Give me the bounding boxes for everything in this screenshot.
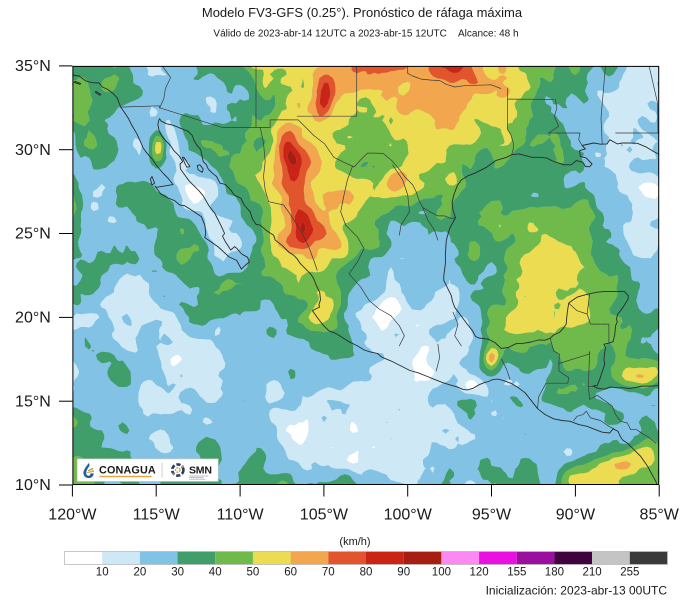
svg-text:155: 155 [507,567,526,579]
svg-text:80: 80 [360,567,373,579]
svg-text:255: 255 [620,567,639,579]
svg-text:40: 40 [209,567,222,579]
svg-text:210: 210 [583,567,602,579]
svg-text:30: 30 [171,567,184,579]
svg-text:100: 100 [432,567,451,579]
svg-text:SMN: SMN [189,465,212,477]
svg-text:(km/h): (km/h) [339,536,370,548]
svg-text:110°W: 110°W [217,507,265,524]
svg-text:35°N: 35°N [15,58,51,75]
svg-text:105°W: 105°W [300,507,349,524]
svg-text:180: 180 [545,567,564,579]
svg-text:100°W: 100°W [384,507,433,524]
svg-text:10: 10 [96,567,109,579]
svg-text:85°W: 85°W [640,507,680,524]
svg-text:Modelo FV3-GFS (0.25°). Pronós: Modelo FV3-GFS (0.25°). Pronóstico de rá… [202,5,523,20]
svg-text:90°W: 90°W [556,507,596,524]
svg-text:Inicialización: 2023-abr-13 00: Inicialización: 2023-abr-13 00UTC [486,584,668,598]
svg-text:70: 70 [322,567,335,579]
svg-text:60: 60 [284,567,297,579]
svg-text:95°W: 95°W [472,507,512,524]
svg-text:15°N: 15°N [15,393,51,410]
svg-text:30°N: 30°N [15,142,51,159]
svg-text:10°N: 10°N [15,477,51,494]
svg-text:CONAGUA: CONAGUA [99,464,156,476]
svg-text:50: 50 [247,567,260,579]
svg-text:120: 120 [470,567,489,579]
svg-text:20: 20 [134,567,147,579]
svg-text:Válido de 2023-abr-14 12UTC a: Válido de 2023-abr-14 12UTC a 2023-abr-1… [213,29,518,40]
svg-text:25°N: 25°N [15,226,51,243]
svg-text:115°W: 115°W [133,507,181,524]
svg-text:120°W: 120°W [48,507,97,524]
svg-text:20°N: 20°N [15,310,51,327]
svg-text:90: 90 [397,567,410,579]
